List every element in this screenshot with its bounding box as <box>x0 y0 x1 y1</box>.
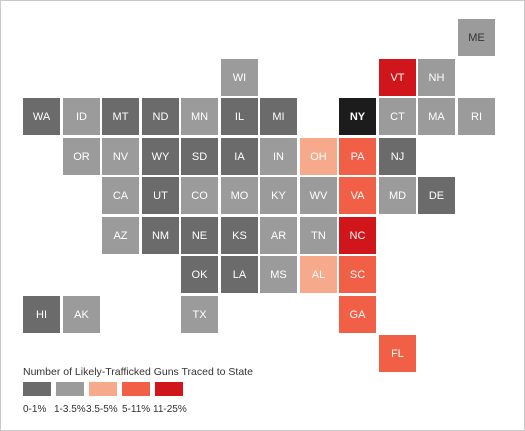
state-tile-nc[interactable]: NC <box>339 217 376 254</box>
state-tile-la[interactable]: LA <box>221 256 258 293</box>
state-tile-fl[interactable]: FL <box>379 335 416 372</box>
state-tile-ga[interactable]: GA <box>339 296 376 333</box>
state-tile-ok[interactable]: OK <box>181 256 218 293</box>
state-tile-id[interactable]: ID <box>63 98 100 135</box>
state-tile-wi[interactable]: WI <box>221 59 258 96</box>
state-tile-pa[interactable]: PA <box>339 138 376 175</box>
state-tile-co[interactable]: CO <box>181 177 218 214</box>
state-tile-ky[interactable]: KY <box>260 177 297 214</box>
state-tile-in[interactable]: IN <box>260 138 297 175</box>
state-tile-wv[interactable]: WV <box>300 177 337 214</box>
state-tile-tx[interactable]: TX <box>181 296 218 333</box>
legend-label: 0-1% <box>23 404 47 415</box>
legend-label: 11-25% <box>153 404 187 415</box>
state-tile-ia[interactable]: IA <box>221 138 258 175</box>
legend-label: 1-3.5% <box>54 404 86 415</box>
state-tile-sd[interactable]: SD <box>181 138 218 175</box>
state-tile-ne[interactable]: NE <box>181 217 218 254</box>
legend-swatch <box>56 382 84 396</box>
state-tile-ks[interactable]: KS <box>221 217 258 254</box>
state-tile-ri[interactable]: RI <box>458 98 495 135</box>
state-tile-md[interactable]: MD <box>379 177 416 214</box>
state-tile-me[interactable]: ME <box>458 19 495 56</box>
state-tile-tn[interactable]: TN <box>300 217 337 254</box>
state-tile-sc[interactable]: SC <box>339 256 376 293</box>
state-tile-mo[interactable]: MO <box>221 177 258 214</box>
state-tile-va[interactable]: VA <box>339 177 376 214</box>
state-tile-wa[interactable]: WA <box>23 98 60 135</box>
legend-swatch <box>23 382 51 396</box>
state-tile-ny[interactable]: NY <box>339 98 376 135</box>
state-tile-az[interactable]: AZ <box>102 217 139 254</box>
legend-label: 3.5-5% <box>86 404 118 415</box>
state-tile-ak[interactable]: AK <box>63 296 100 333</box>
state-tile-il[interactable]: IL <box>221 98 258 135</box>
state-tile-ut[interactable]: UT <box>142 177 179 214</box>
state-tile-ca[interactable]: CA <box>102 177 139 214</box>
state-tile-oh[interactable]: OH <box>300 138 337 175</box>
state-tile-vt[interactable]: VT <box>379 59 416 96</box>
state-tile-mt[interactable]: MT <box>102 98 139 135</box>
state-tile-or[interactable]: OR <box>63 138 100 175</box>
state-tile-hi[interactable]: HI <box>23 296 60 333</box>
state-tile-de[interactable]: DE <box>418 177 455 214</box>
state-tile-nm[interactable]: NM <box>142 217 179 254</box>
state-tile-al[interactable]: AL <box>300 256 337 293</box>
legend-title: Number of Likely-Trafficked Guns Traced … <box>23 366 253 378</box>
state-tile-ar[interactable]: AR <box>260 217 297 254</box>
state-tile-nh[interactable]: NH <box>418 59 455 96</box>
state-tile-mn[interactable]: MN <box>181 98 218 135</box>
legend-swatch <box>89 382 117 396</box>
state-tile-wy[interactable]: WY <box>142 138 179 175</box>
state-tile-mi[interactable]: MI <box>260 98 297 135</box>
state-tile-nj[interactable]: NJ <box>379 138 416 175</box>
state-tile-ma[interactable]: MA <box>418 98 455 135</box>
state-tile-ct[interactable]: CT <box>379 98 416 135</box>
legend-label: 5-11% <box>122 404 151 415</box>
legend-swatch <box>122 382 150 396</box>
state-tile-ms[interactable]: MS <box>260 256 297 293</box>
state-tile-nd[interactable]: ND <box>142 98 179 135</box>
state-tile-nv[interactable]: NV <box>102 138 139 175</box>
legend-swatch <box>155 382 183 396</box>
